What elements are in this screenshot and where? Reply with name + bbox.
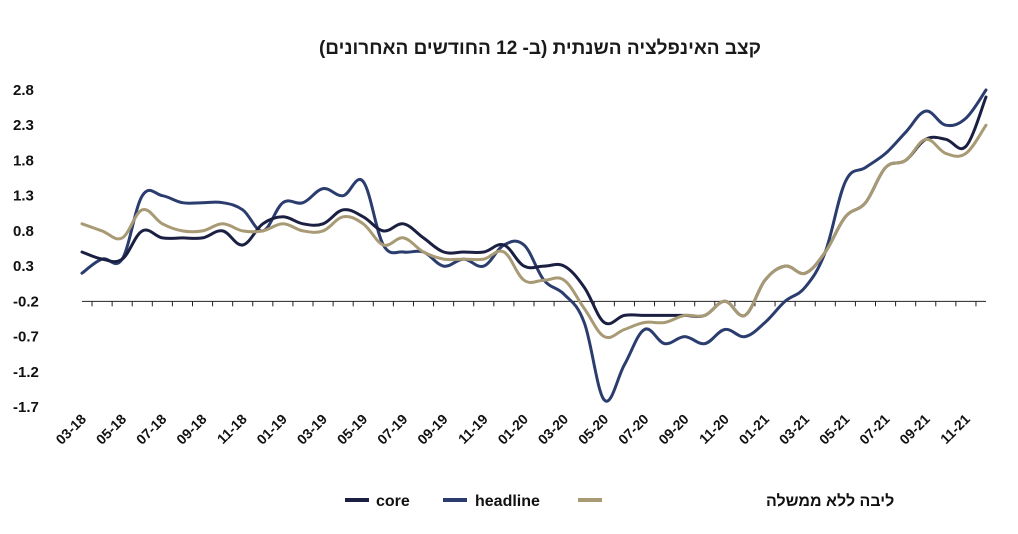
series-line-core-ex-government bbox=[80, 123, 988, 339]
y-tick-label: -1.2 bbox=[13, 364, 39, 381]
x-tick-label: 01-20 bbox=[494, 411, 531, 448]
legend-label-headline: headline bbox=[475, 493, 540, 510]
legend-label-core: core bbox=[376, 493, 410, 510]
x-tick-label: 05-18 bbox=[93, 411, 130, 448]
series-line-core bbox=[80, 95, 988, 326]
x-tick-label: 03-18 bbox=[52, 411, 89, 448]
x-tick-label: 03-19 bbox=[294, 411, 331, 448]
y-tick-label: 2.3 bbox=[13, 117, 34, 134]
x-tick-label: 05-21 bbox=[816, 411, 853, 448]
x-tick-label: 01-21 bbox=[736, 411, 773, 448]
x-tick-label: 07-21 bbox=[856, 411, 893, 448]
x-tick-label: 03-20 bbox=[535, 411, 572, 448]
x-tick-label: 11-20 bbox=[696, 411, 732, 447]
x-tick-label: 09-19 bbox=[414, 411, 451, 448]
y-tick-label: 1.3 bbox=[13, 188, 34, 205]
y-tick-label: 2.8 bbox=[13, 82, 34, 99]
series-lines bbox=[80, 88, 988, 403]
x-tick-label: 05-20 bbox=[575, 411, 612, 448]
legend-label-core-ex-government: ליבה ללא ממשלה bbox=[766, 492, 894, 510]
x-tick-label: 07-20 bbox=[615, 411, 652, 448]
y-tick-label: -0.7 bbox=[13, 329, 39, 346]
legend: core headline ליבה ללא ממשלה bbox=[345, 492, 894, 510]
x-tick-label: 09-21 bbox=[896, 411, 933, 448]
x-tick-label: 09-18 bbox=[173, 411, 210, 448]
x-tick-label: 05-19 bbox=[334, 411, 371, 448]
y-tick-label: -1.7 bbox=[13, 399, 39, 416]
y-tick-label: 0.3 bbox=[13, 258, 34, 275]
x-tick-label: 11-21 bbox=[937, 411, 973, 447]
x-tick-label: 01-19 bbox=[253, 411, 290, 448]
x-tick-label: 03-21 bbox=[776, 411, 813, 448]
x-tick-label: 09-20 bbox=[655, 411, 692, 448]
x-tick-label: 07-19 bbox=[374, 411, 411, 448]
x-axis: 03-18 05-18 07-18 09-18 11-18 01-19 03-19 05-19… bbox=[52, 300, 986, 448]
series-line-headline bbox=[80, 88, 988, 403]
x-tick-label: 11-19 bbox=[455, 411, 491, 447]
y-tick-label: 1.8 bbox=[13, 152, 34, 169]
x-tick-label: 07-18 bbox=[133, 411, 170, 448]
chart-title: קצב האינפלציה השנתית (ב- 12 החודשים האחר… bbox=[319, 38, 761, 59]
y-axis: 2.8 2.3 1.8 1.3 0.8 0.3 -0.2 -0.7 -1.2 -1.7 bbox=[13, 82, 39, 416]
y-tick-label: 0.8 bbox=[13, 223, 34, 240]
x-tick-label: 11-18 bbox=[214, 411, 250, 447]
y-tick-label: -0.2 bbox=[13, 293, 39, 310]
